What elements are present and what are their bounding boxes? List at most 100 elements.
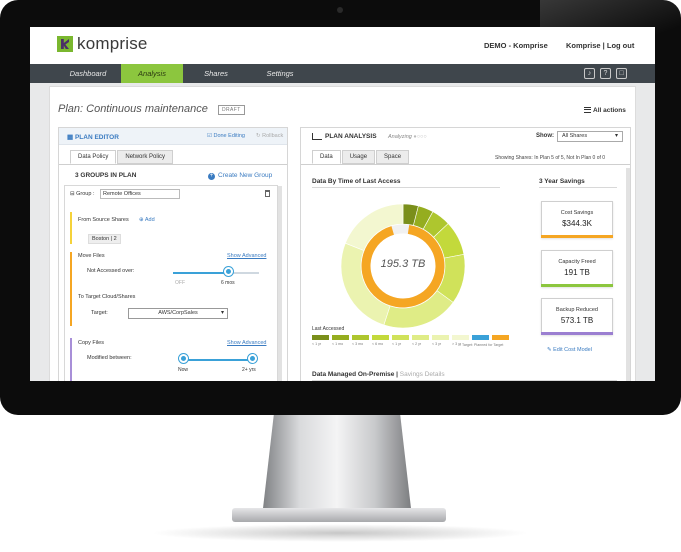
tab-dashboard[interactable]: Dashboard — [69, 69, 107, 78]
card-stripe — [541, 235, 613, 238]
create-group-button[interactable]: + Create New Group — [208, 172, 272, 180]
all-actions-menu[interactable]: All actions — [584, 107, 626, 114]
plan-content: Plan: Continuous maintenance DRAFT All a… — [49, 86, 636, 381]
range-slider-fill[interactable] — [183, 359, 253, 361]
legend-item: < 3 yr — [432, 335, 449, 346]
add-source-button[interactable]: ⊕ Add — [139, 217, 155, 223]
card-title: Cost Savings — [560, 210, 594, 216]
slider-tick-6mos: 6 mos — [221, 280, 235, 286]
range-slider-handle-start[interactable] — [179, 354, 188, 363]
show-advanced-move[interactable]: Show Advanced — [227, 253, 267, 259]
show-advanced-copy[interactable]: Show Advanced — [227, 340, 267, 346]
monitor-stand-neck — [262, 413, 412, 517]
plus-circle-icon: + — [208, 173, 215, 180]
chart-legend: < 1 yr < 1 mo < 3 mo < 6 mo < 1 yr < 2 yr < 3 … — [312, 335, 512, 346]
account-label: DEMO - Komprise — [484, 41, 548, 50]
legend-swatch — [392, 335, 409, 340]
tab-usage[interactable]: Usage — [341, 150, 376, 164]
legend-item: < 1 yr — [392, 335, 409, 346]
komprise-logo-icon — [57, 36, 73, 52]
logo-text: komprise — [77, 34, 148, 53]
managed-title: Data Managed On-Premise — [312, 371, 395, 378]
tab-space[interactable]: Space — [376, 150, 410, 164]
source-chip[interactable]: Boston | 2 — [88, 234, 121, 244]
cost-savings-card[interactable]: Cost Savings $344.3K — [541, 201, 613, 238]
analysis-scrollbar[interactable] — [626, 168, 630, 381]
plan-analysis-header: PLAN ANALYSIS Analyzing ●○○○ Show: All S… — [301, 128, 630, 145]
savings-title: 3 Year Savings — [539, 178, 585, 185]
menu-icon — [584, 107, 591, 113]
legend-label: > 3 yr — [452, 342, 462, 346]
monitor-stand-base — [232, 508, 446, 522]
loading-dots-icon: ●○○○ — [413, 134, 427, 140]
legend-swatch — [452, 335, 469, 340]
tab-data-policy[interactable]: Data Policy — [70, 150, 117, 164]
last-access-donut-chart — [341, 204, 465, 328]
modified-between-label: Modified between: — [87, 355, 132, 361]
editor-tabs: Data Policy Network Policy — [70, 150, 174, 164]
komprise-logo[interactable]: komprise — [57, 34, 148, 54]
rollback-button[interactable]: ↻ Rollback — [256, 133, 284, 139]
slider-fill — [173, 272, 229, 274]
tab-analysis[interactable]: Analysis — [121, 64, 183, 83]
card-stripe — [541, 332, 613, 335]
legend-label: < 1 yr — [392, 342, 402, 346]
group-collapse[interactable]: ⊟ Group : — [70, 191, 95, 197]
analysis-tab-divider — [301, 164, 630, 165]
plan-analysis-panel: PLAN ANALYSIS Analyzing ●○○○ Show: All S… — [300, 127, 631, 381]
slider-handle[interactable] — [223, 267, 233, 276]
editor-scrollbar[interactable] — [278, 186, 282, 381]
legend-label: < 2 yr — [412, 342, 422, 346]
legend-label: < 1 yr — [312, 342, 322, 346]
legend-item: < 1 yr — [312, 335, 329, 346]
legend-item — [472, 335, 489, 346]
tab-settings[interactable]: Settings — [266, 69, 294, 78]
legend-target-note: = Target: Planned for Target — [459, 343, 504, 347]
main-nav: Dashboard Analysis Shares Settings ♪ ? □ — [30, 64, 655, 83]
range-slider-handle-end[interactable] — [248, 354, 257, 363]
edit-cost-model-label: Edit Cost Model — [553, 347, 592, 353]
savings-details-link[interactable]: Savings Details — [399, 371, 445, 378]
legend-item: < 1 mo — [332, 335, 349, 346]
capacity-freed-card[interactable]: Capacity Freed 191 TB — [541, 250, 613, 287]
tab-divider — [59, 164, 287, 165]
plan-analysis-title: PLAN ANALYSIS — [325, 133, 377, 140]
move-files-label: Move Files — [78, 253, 105, 259]
legend-label: < 6 mo — [372, 342, 384, 346]
tab-shares[interactable]: Shares — [204, 69, 228, 78]
group-name-input[interactable]: Remote Offices — [100, 189, 180, 199]
target-select[interactable]: AWS/CorpSales — [128, 308, 228, 319]
group-label: Group : — [76, 191, 95, 197]
chat-icon[interactable]: □ — [616, 68, 627, 79]
legend-swatch — [492, 335, 509, 340]
card-value: 573.1 TB — [560, 316, 594, 325]
to-target-label: To Target Cloud/Shares — [78, 294, 136, 300]
savings-title-underline — [539, 187, 617, 188]
card-title: Capacity Freed — [558, 259, 596, 265]
backup-reduced-card[interactable]: Backup Reduced 573.1 TB — [541, 298, 613, 335]
user-links[interactable]: Komprise | Log out — [566, 41, 635, 50]
legend-title: Last Accessed — [312, 326, 345, 332]
tab-data[interactable]: Data — [312, 150, 341, 164]
draft-badge: DRAFT — [218, 105, 245, 115]
done-editing-button[interactable]: ☑ Done Editing — [207, 133, 245, 139]
managed-section-title: Data Managed On-Premise | Savings Detail… — [312, 371, 445, 378]
donut-slice-7[interactable] — [344, 204, 404, 251]
legend-item: < 6 mo — [372, 335, 389, 346]
monitor-shadow — [150, 524, 530, 542]
copy-files-label: Copy Files — [78, 340, 104, 346]
edit-cost-model-link[interactable]: ✎ Edit Cost Model — [547, 347, 592, 353]
tab-network-policy[interactable]: Network Policy — [117, 150, 174, 164]
show-select[interactable]: All Shares — [557, 131, 623, 142]
bell-icon[interactable]: ♪ — [584, 68, 595, 79]
legend-item: > 3 yr — [452, 335, 469, 346]
chart-title-underline — [312, 187, 500, 188]
legend-swatch — [332, 335, 349, 340]
legend-label: < 1 mo — [332, 342, 344, 346]
add-source-label: Add — [144, 217, 155, 223]
trash-icon[interactable] — [265, 190, 270, 197]
legend-item: < 2 yr — [412, 335, 429, 346]
plan-editor-header: ▦ PLAN EDITOR ☑ Done Editing ↻ Rollback — [59, 128, 287, 145]
app-screen: komprise DEMO - Komprise Komprise | Log … — [30, 27, 655, 381]
help-icon[interactable]: ? — [600, 68, 611, 79]
